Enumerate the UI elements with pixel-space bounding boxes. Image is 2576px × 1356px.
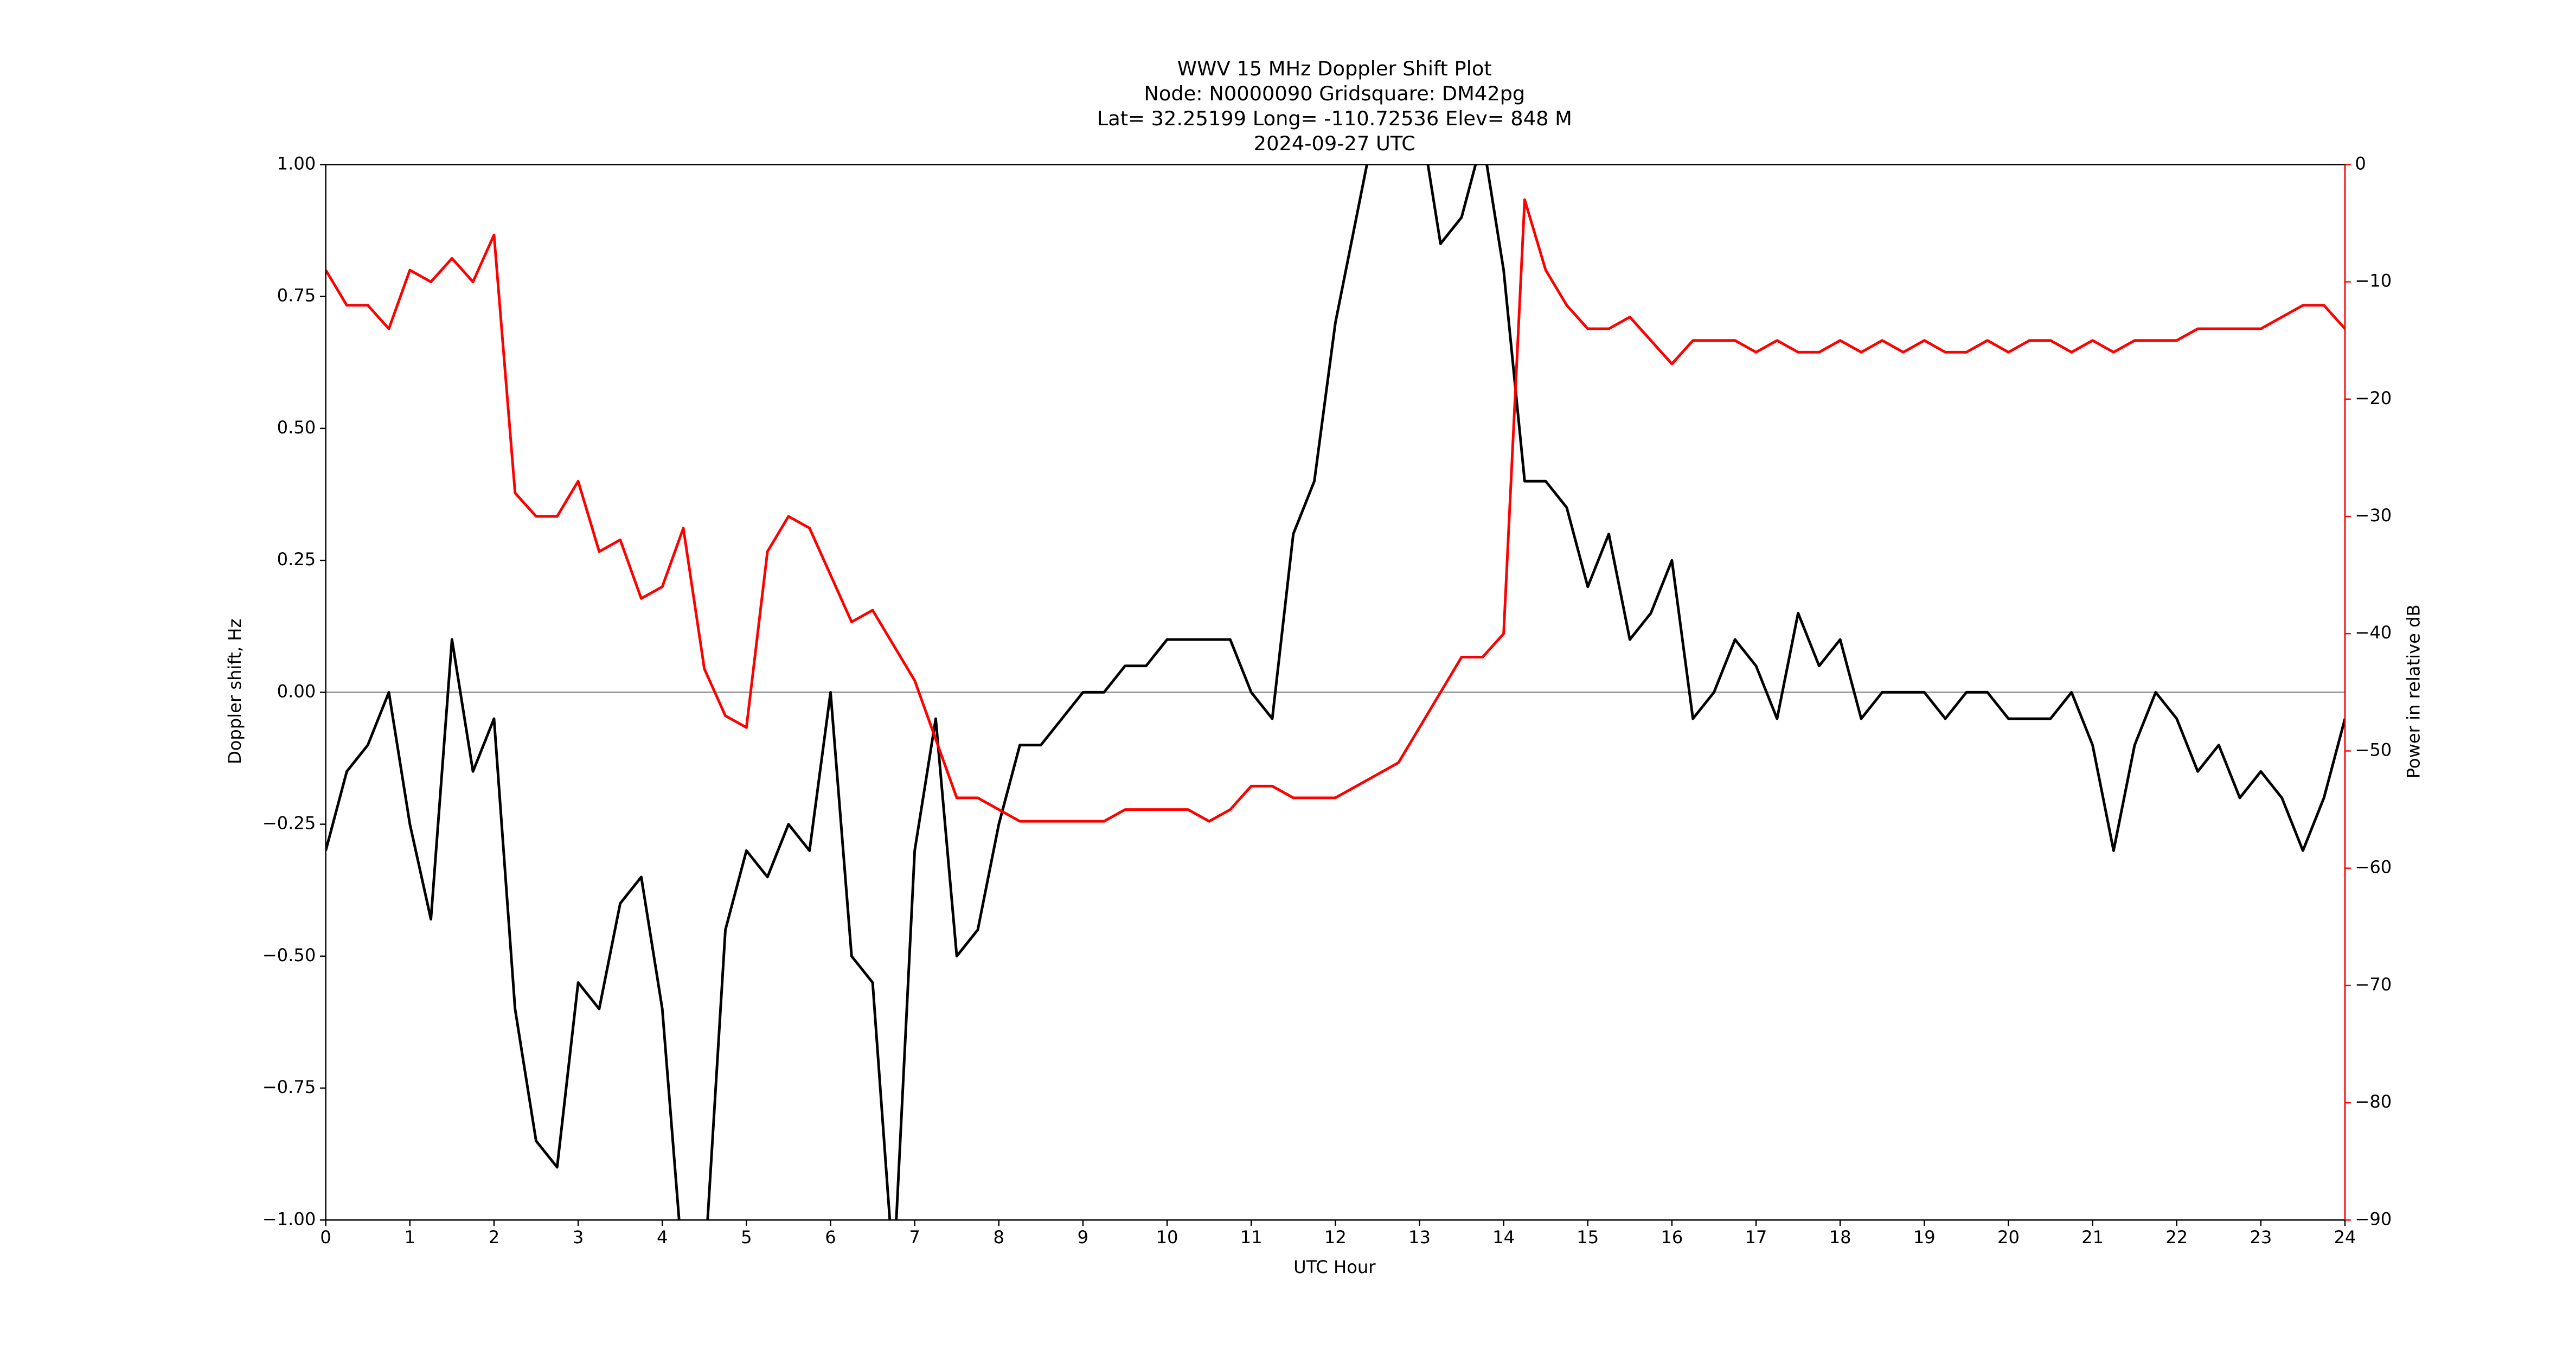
y-tick-label: −0.50 [262,945,316,965]
data-line [325,198,2346,823]
x-tick-label: 8 [994,1227,1004,1248]
x-tick-label: 21 [2081,1227,2104,1248]
x-tick-label: 14 [1492,1227,1515,1248]
x-tick-label: 19 [1913,1227,1936,1248]
x-tick-label: 1 [405,1227,415,1248]
x-tick-label: 7 [909,1227,920,1248]
chart-title: WWV 15 MHz Doppler Shift Plot [1177,57,1492,80]
x-tick-label: 5 [741,1227,752,1248]
x-tick-label: 2 [489,1227,499,1248]
y2-tick-label: −50 [2355,739,2392,760]
y2-tick-label: −90 [2355,1208,2392,1229]
data-line [325,164,2346,1220]
y-tick-label: 0.75 [277,285,316,306]
y2-tick-label: −60 [2355,857,2392,878]
x-tick-label: 3 [573,1227,584,1248]
x-tick-label: 4 [657,1227,668,1248]
chart-subtitle: 2024-09-27 UTC [1254,132,1415,155]
x-tick-label: 0 [320,1227,331,1248]
x-tick-label: 16 [1661,1227,1683,1248]
y2-tick-label: −10 [2355,271,2392,291]
x-axis-label: UTC Hour [1293,1257,1376,1277]
y-tick-label: −0.25 [262,813,316,834]
x-tick-label: 18 [1829,1227,1851,1248]
x-tick-label: 23 [2250,1227,2272,1248]
x-tick-label: 9 [1078,1227,1088,1248]
x-tick-label: 24 [2334,1227,2356,1248]
x-tick-label: 11 [1240,1227,1263,1248]
y2-tick-label: −30 [2355,505,2392,526]
y2-tick-label: 0 [2355,153,2366,174]
y-tick-label: −1.00 [262,1208,316,1229]
y2-tick-label: −40 [2355,622,2392,643]
chart-subtitle: Lat= 32.25199 Long= -110.72536 Elev= 848… [1097,107,1572,130]
chart-subtitle: Node: N0000090 Gridsquare: DM42pg [1144,82,1525,105]
x-tick-label: 20 [1997,1227,2020,1248]
x-tick-label: 15 [1577,1227,1599,1248]
y2-axis-label: Power in relative dB [2404,604,2424,778]
y-tick-label: 1.00 [277,153,316,174]
x-tick-label: 22 [2165,1227,2188,1248]
x-tick-label: 6 [825,1227,836,1248]
y-tick-label: −0.75 [262,1077,316,1097]
y-axis-label: Doppler shift, Hz [225,619,245,764]
y-tick-label: 0.25 [277,549,316,570]
y-tick-label: 0.50 [277,417,316,438]
y2-tick-label: −70 [2355,974,2392,995]
y-tick-label: 0.00 [277,681,316,701]
x-tick-label: 13 [1408,1227,1431,1248]
x-tick-label: 17 [1745,1227,1767,1248]
x-tick-label: 10 [1156,1227,1178,1248]
x-tick-label: 12 [1324,1227,1347,1248]
y2-tick-label: −20 [2355,388,2392,408]
y2-tick-label: −80 [2355,1091,2392,1112]
